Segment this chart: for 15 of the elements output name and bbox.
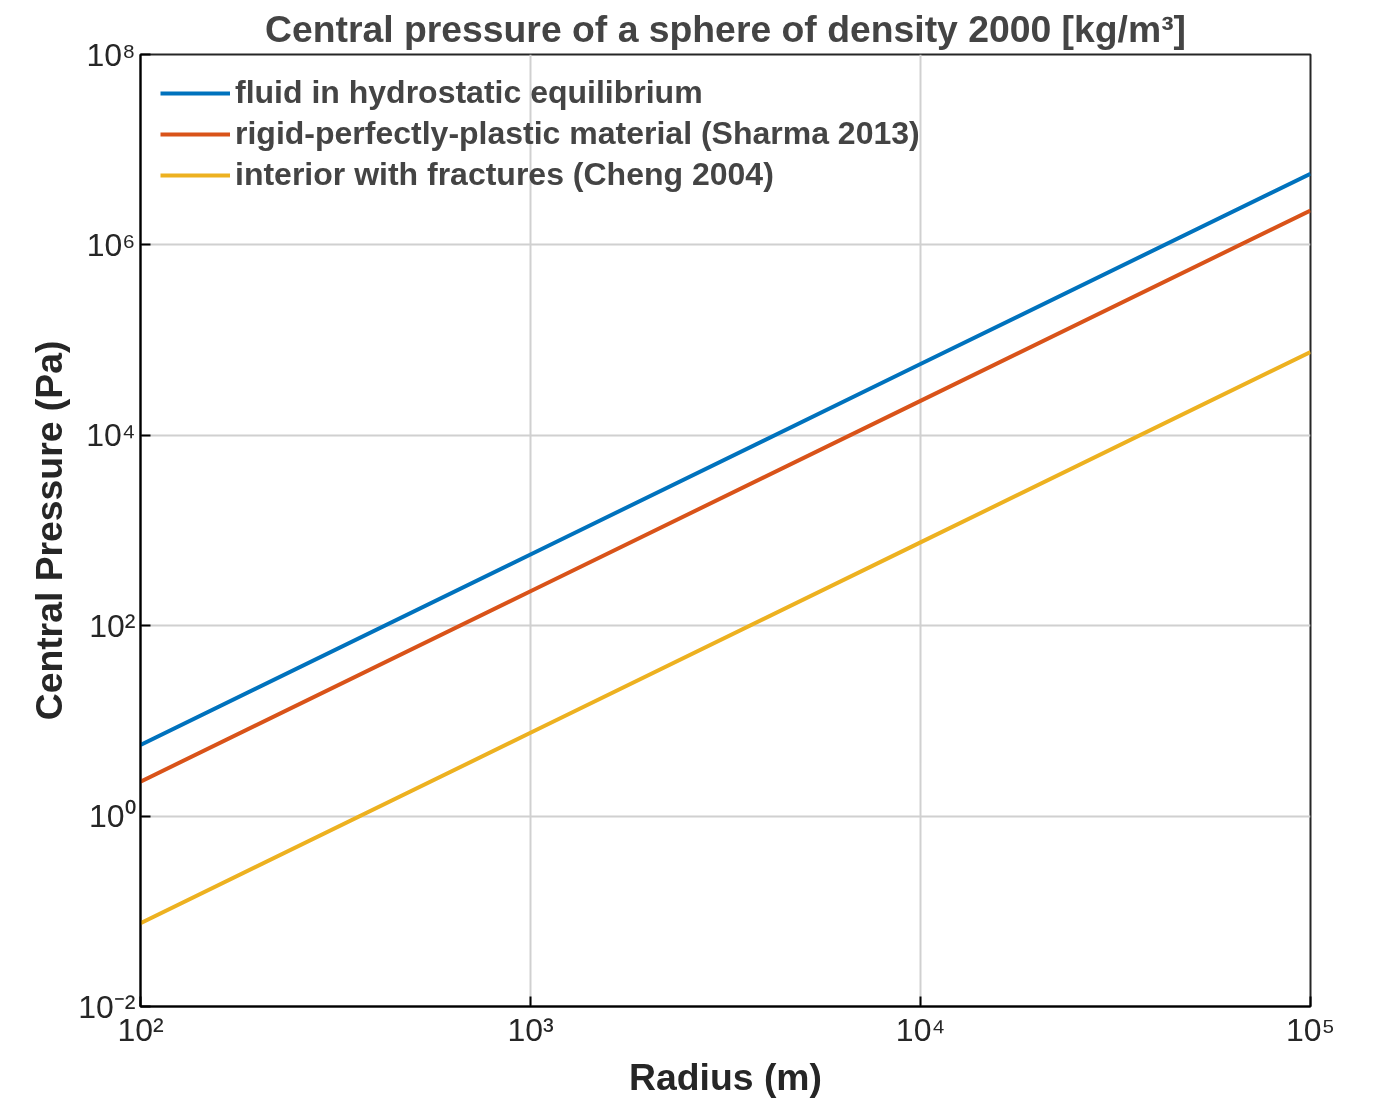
y-tick-label: 10²: [89, 607, 136, 644]
y-tick-label: 10⁴: [86, 417, 136, 454]
x-axis-title: Radius (m): [629, 1055, 822, 1098]
x-tick-label: 10³: [507, 1011, 554, 1048]
x-tick-label: 10⁴: [895, 1011, 946, 1048]
legend-label: fluid in hydrostatic equilibrium: [235, 74, 703, 111]
line-series: [140, 349, 1311, 926]
legend-label: interior with fractures (Cheng 2004): [235, 156, 774, 193]
y-tick-label: 10⁸: [86, 36, 136, 73]
y-tick-label: 10⁰: [88, 798, 136, 835]
legend-label: rigid-perfectly-plastic material (Sharma 2013): [235, 115, 920, 152]
chart-title: Central pressure of a sphere of density 2000 [kg/m³]: [264, 7, 1187, 50]
y-axis-title: Central Pressure (Pa): [28, 340, 71, 721]
y-tick-label: 10⁶: [86, 226, 136, 263]
x-tick-label: 10⁵: [1286, 1011, 1335, 1048]
